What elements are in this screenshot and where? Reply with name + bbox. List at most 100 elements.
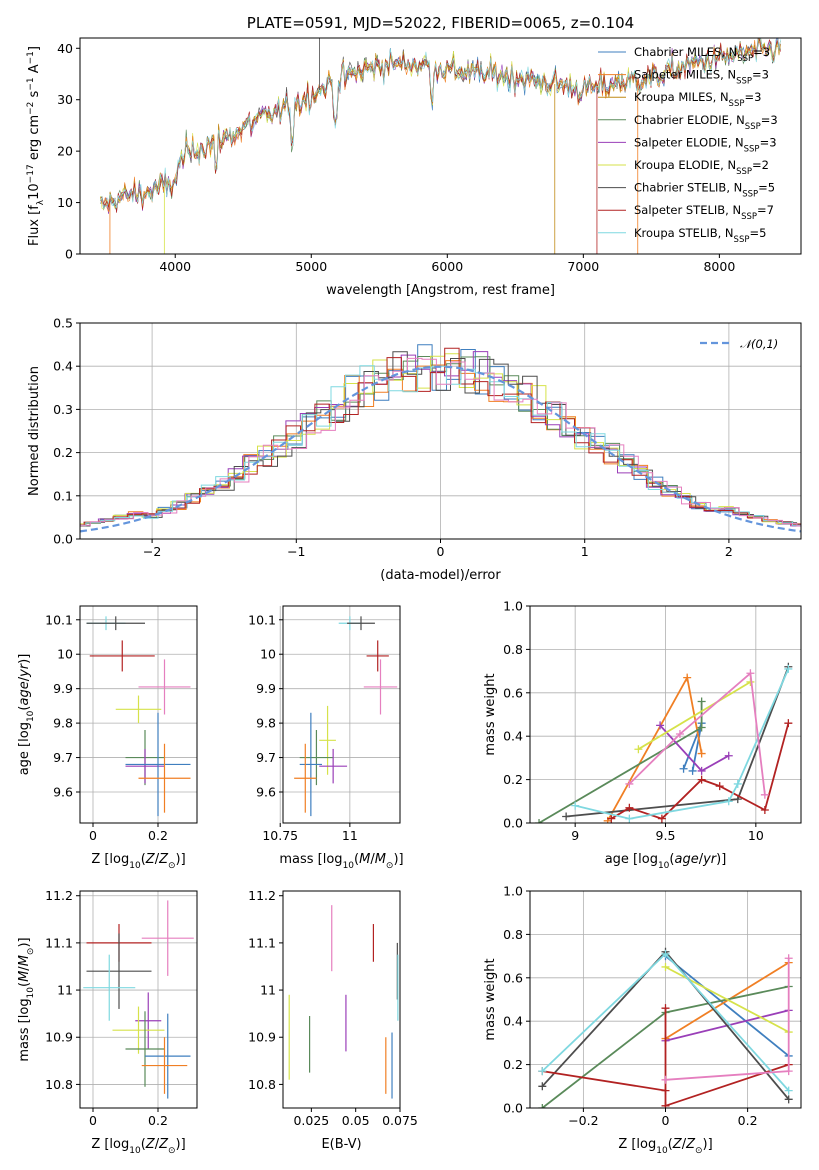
legend-label-part: Chabrier ELODIE, N <box>634 113 745 127</box>
weight-series-line <box>628 671 766 795</box>
x-axis-label-part: 10 <box>129 861 141 871</box>
legend-label: Salpeter ELODIE, NSSP=3 <box>634 135 777 154</box>
chart-1-plot <box>80 344 801 533</box>
x-axis-label-part: Z [log <box>618 1137 656 1152</box>
chart-7-ytick-label: 0.2 <box>503 1057 523 1072</box>
x-axis-label-part: M <box>375 852 386 867</box>
weight-point-marker <box>625 814 634 823</box>
chart-1-xtick-label: −2 <box>143 544 161 559</box>
chart-6-frame <box>282 890 401 1109</box>
x-axis-label-part: ( <box>141 1137 146 1152</box>
y-axis-label-part: age <box>17 681 32 705</box>
legend-label: Kroupa STELIB, NSSP=5 <box>634 226 766 245</box>
weight-series-line <box>574 668 790 820</box>
chart-3-ytick-label: 9.8 <box>256 716 276 731</box>
weight-point-marker <box>661 962 670 971</box>
legend-label-part: =7 <box>757 203 774 217</box>
y-axis-label: mass [log10(M/M⊙)] <box>17 937 36 1061</box>
legend-label-part: SSP <box>736 167 752 177</box>
chart-2-ytick-label: 9.9 <box>53 681 73 696</box>
chart-0-plot <box>100 38 781 254</box>
x-axis-label: E(B-V) <box>321 1137 361 1152</box>
y-axis-label-part: −17 <box>26 164 36 183</box>
chart-2-ytick-label: 9.6 <box>53 785 73 800</box>
histogram-series <box>80 351 801 527</box>
x-axis-label-part: ⊙ <box>168 1146 176 1156</box>
chart-0-xtick-label: 5000 <box>295 259 327 274</box>
legend-label: 𝒩(0,1) <box>740 337 778 351</box>
chart-0-xtick-label: 8000 <box>703 259 735 274</box>
weight-series-line <box>682 722 703 772</box>
legend-label-part: Chabrier MILES, N <box>634 45 737 59</box>
y-axis-label: Flux [fλ10−17 erg cm−2 s−1 A−1] <box>26 46 46 246</box>
x-axis-label: Z [log10(Z/Z⊙)] <box>618 1137 712 1156</box>
chart-5-ytick-label: 10.8 <box>45 1077 73 1092</box>
weight-point-marker <box>634 745 643 754</box>
x-axis-label-part: Z [log <box>91 1137 129 1152</box>
weight-point-marker <box>784 954 793 963</box>
x-axis-label-part: Z <box>145 852 156 867</box>
x-axis-label-part: Z <box>685 1137 696 1152</box>
chart-0-ytick-label: 10 <box>57 195 73 210</box>
chart-3-axes <box>279 606 400 823</box>
legend-label-part: SSP <box>734 235 750 245</box>
weight-point-marker <box>784 719 793 728</box>
chart-4-ytick-label: 0.4 <box>503 729 523 744</box>
chart-6-ytick-label: 11.1 <box>248 935 276 950</box>
chart-3-xtick-label: 11 <box>342 828 358 843</box>
chart-0-ytick-label: 40 <box>57 41 73 56</box>
legend-label-part: SSP <box>741 212 757 222</box>
weight-point-marker <box>688 766 697 775</box>
x-axis-label: mass [log10(M/M⊙)] <box>279 852 403 871</box>
weight-point-marker <box>661 1075 670 1084</box>
chart-3-frame <box>282 605 401 824</box>
legend-label-part: =5 <box>749 226 766 240</box>
chart-2-frame <box>79 605 198 824</box>
x-axis-label-part: / <box>699 852 704 867</box>
chart-1-ytick-label: 0.4 <box>53 359 73 374</box>
y-axis-label-part: 10 <box>26 987 36 999</box>
chart-3-xtick-label: 10.75 <box>262 828 298 843</box>
y-axis-label-part: yr <box>17 662 32 678</box>
x-axis-label: Z [log10(Z/Z⊙)] <box>91 852 185 871</box>
weight-point-marker <box>607 814 616 823</box>
weight-point-marker <box>656 721 665 730</box>
y-axis-label-part: ] <box>27 46 42 51</box>
chart-7-xtick-label: 0 <box>662 1113 670 1128</box>
chart-6-ytick-label: 11 <box>260 983 276 998</box>
chart-4-xtick-label: 10 <box>748 828 764 843</box>
chart-2-ytick-label: 10.1 <box>45 612 73 627</box>
weight-point-marker <box>571 801 580 810</box>
x-axis-label-part: age <box>674 852 698 867</box>
x-axis-label-part: )] <box>703 1137 713 1152</box>
weight-series-line <box>542 1008 789 1108</box>
x-axis-label-part: M <box>359 852 370 867</box>
y-axis-label-part: ⊙ <box>26 948 36 956</box>
weight-point-marker <box>724 751 733 760</box>
weight-point-marker <box>724 797 733 806</box>
y-axis-label-part: 10 <box>26 710 36 722</box>
chart-7-ytick-label: 0.0 <box>503 1101 523 1116</box>
weight-series-line <box>665 961 790 1040</box>
chart-1-xtick-label: −1 <box>287 544 305 559</box>
weight-point-marker <box>538 1104 547 1108</box>
chart-0-ytick-label: 20 <box>57 144 73 159</box>
histogram-series <box>80 351 801 527</box>
weight-point-marker <box>661 1101 670 1108</box>
chart-7-xtick-label: 0.2 <box>738 1113 758 1128</box>
chart-4-axes <box>530 605 801 824</box>
weight-series-line <box>606 674 703 822</box>
histogram-series <box>80 347 801 527</box>
x-axis-label: age [log10(age/yr)] <box>605 852 727 871</box>
chart-6-xtick-label: 0.05 <box>342 1113 370 1128</box>
chart-7-ytick-label: 0.4 <box>503 1014 523 1029</box>
x-axis-label-part: )] <box>176 1137 186 1152</box>
y-axis-label-part: ( <box>17 706 32 711</box>
x-axis-label-part: E(B-V) <box>321 1137 361 1152</box>
histogram-series <box>80 357 801 527</box>
legend-label-part: SSP <box>744 144 760 154</box>
weight-point-marker <box>733 779 742 788</box>
legend-label-part: Kroupa MILES, N <box>634 90 729 104</box>
chart-2-plot <box>86 616 191 817</box>
